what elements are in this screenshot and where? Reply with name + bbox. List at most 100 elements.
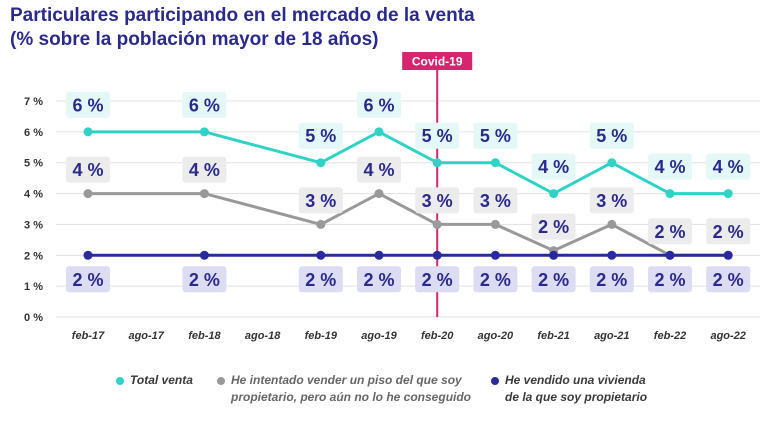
data-label-bg bbox=[531, 266, 576, 293]
data-label: 2 % bbox=[189, 270, 220, 290]
x-tick-label: ago-22 bbox=[710, 330, 745, 342]
data-label: 2 % bbox=[363, 270, 394, 290]
data-point bbox=[199, 250, 209, 260]
series-line-0 bbox=[88, 130, 729, 196]
data-label-bg bbox=[706, 266, 751, 293]
data-point bbox=[432, 158, 442, 168]
data-label: 2 % bbox=[654, 270, 685, 290]
data-label: 2 % bbox=[480, 270, 511, 290]
data-point bbox=[83, 127, 93, 137]
data-point bbox=[607, 158, 617, 168]
data-label-bg bbox=[298, 187, 343, 214]
x-tick-label: ago-21 bbox=[594, 330, 629, 342]
data-label: 2 % bbox=[713, 270, 744, 290]
data-label: 6 % bbox=[72, 95, 103, 115]
data-label: 6 % bbox=[189, 95, 220, 115]
data-label-bg bbox=[531, 213, 576, 240]
legend-label-tried-line2: propietario, pero aún no lo he conseguid… bbox=[231, 390, 472, 404]
data-label: 4 % bbox=[189, 160, 220, 180]
data-label: 4 % bbox=[713, 157, 744, 177]
data-point bbox=[549, 189, 559, 199]
data-label-bg bbox=[473, 187, 518, 214]
legend-label-sold-line1: He vendido una vivienda bbox=[505, 373, 646, 387]
x-tick-label: ago-20 bbox=[478, 330, 514, 342]
data-label: 2 % bbox=[422, 270, 453, 290]
x-tick-label: ago-18 bbox=[245, 330, 281, 342]
data-label: 2 % bbox=[538, 217, 569, 237]
legend-dot-total bbox=[116, 377, 124, 385]
y-tick-label: 1 % bbox=[24, 281, 43, 293]
data-label-bg bbox=[415, 187, 460, 214]
data-label-bg bbox=[473, 266, 518, 293]
data-label: 4 % bbox=[654, 157, 685, 177]
covid-label: Covid-19 bbox=[412, 55, 463, 69]
data-label: 2 % bbox=[538, 270, 569, 290]
data-label-bg bbox=[66, 266, 110, 293]
data-label-bg bbox=[66, 156, 110, 183]
x-tick-label: feb-22 bbox=[654, 330, 686, 342]
data-label-bg bbox=[706, 218, 751, 245]
legend-item-intentado-vender: He intentado vender un piso del que soy … bbox=[217, 372, 487, 406]
y-tick-label: 6 % bbox=[24, 127, 43, 139]
x-tick-label: ago-17 bbox=[128, 330, 164, 342]
data-point bbox=[665, 250, 675, 260]
legend-label-total: Total venta bbox=[130, 373, 193, 387]
data-label-bg bbox=[589, 266, 634, 293]
data-label-bg bbox=[357, 156, 401, 183]
data-label-bg bbox=[648, 218, 692, 245]
data-label: 2 % bbox=[305, 270, 336, 290]
data-point bbox=[490, 158, 500, 168]
legend-item-total-venta: Total venta bbox=[116, 372, 193, 389]
data-point bbox=[374, 189, 384, 199]
data-label-bg bbox=[648, 153, 692, 180]
data-label-bg bbox=[589, 122, 634, 149]
y-tick-label: 0 % bbox=[24, 312, 43, 324]
data-label: 4 % bbox=[72, 160, 103, 180]
data-point bbox=[549, 250, 559, 260]
data-point bbox=[83, 250, 93, 260]
data-point bbox=[607, 250, 617, 260]
data-label-bg bbox=[415, 122, 460, 149]
x-tick-label: feb-17 bbox=[72, 330, 105, 342]
data-label: 5 % bbox=[305, 126, 336, 146]
chart-title-line2: (% sobre la población mayor de 18 años) bbox=[10, 29, 379, 50]
y-tick-label: 5 % bbox=[24, 158, 43, 170]
data-label-bg bbox=[357, 266, 401, 293]
legend-label-sold-line2: de la que soy propietario bbox=[505, 390, 648, 404]
data-point bbox=[83, 189, 93, 199]
data-label-bg bbox=[531, 153, 576, 180]
data-label-bg bbox=[298, 266, 343, 293]
data-point bbox=[607, 219, 617, 229]
data-label: 6 % bbox=[363, 95, 394, 115]
data-point bbox=[199, 127, 209, 137]
data-label-bg bbox=[706, 153, 751, 180]
data-point bbox=[723, 189, 733, 199]
data-label: 2 % bbox=[596, 270, 627, 290]
y-tick-label: 2 % bbox=[24, 250, 43, 262]
series-line-1 bbox=[88, 192, 729, 257]
data-label-bg bbox=[182, 266, 227, 293]
x-tick-label: ago-19 bbox=[361, 330, 397, 342]
legend-item-vendido: He vendido una vivienda de la que soy pr… bbox=[491, 372, 681, 406]
data-point bbox=[665, 189, 675, 199]
data-label-bg bbox=[66, 91, 110, 118]
x-tick-label: feb-20 bbox=[421, 330, 454, 342]
data-point bbox=[374, 127, 384, 137]
data-label: 2 % bbox=[654, 222, 685, 242]
legend-dot-sold bbox=[491, 377, 499, 385]
data-point bbox=[490, 219, 500, 229]
data-label: 2 % bbox=[72, 270, 103, 290]
legend-label-tried-line1: He intentado vender un piso del que soy bbox=[231, 373, 462, 387]
covid-label-box bbox=[402, 52, 473, 70]
data-label-bg bbox=[182, 91, 227, 118]
data-label: 3 % bbox=[480, 191, 511, 211]
data-label: 5 % bbox=[480, 126, 511, 146]
y-tick-label: 3 % bbox=[24, 219, 43, 231]
data-label: 5 % bbox=[596, 126, 627, 146]
data-point bbox=[316, 158, 326, 168]
data-label-bg bbox=[473, 122, 518, 149]
data-label: 4 % bbox=[538, 157, 569, 177]
data-point bbox=[723, 250, 733, 260]
data-label: 3 % bbox=[422, 191, 453, 211]
